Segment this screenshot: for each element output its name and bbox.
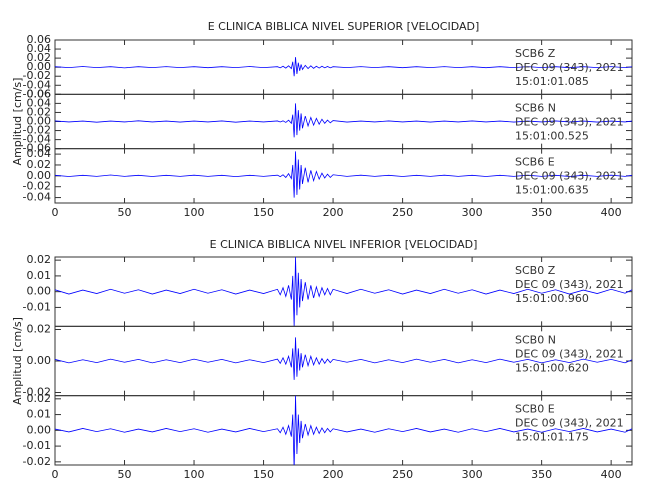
y-tick-label: 0.00 bbox=[27, 354, 52, 367]
y-tick-label: -0.01 bbox=[23, 300, 51, 313]
x-tick-label: 200 bbox=[323, 468, 344, 481]
trace bbox=[55, 337, 632, 380]
y-tick-label: 0.04 bbox=[27, 147, 52, 160]
trace-time: 15:01:00.525 bbox=[515, 129, 589, 142]
x-tick-label: 150 bbox=[253, 468, 274, 481]
trace-label: SCB6 N bbox=[515, 101, 556, 114]
y-tick-label: 0.00 bbox=[27, 60, 52, 73]
y-tick-label: 0.02 bbox=[27, 392, 52, 405]
x-tick-label: 0 bbox=[52, 468, 59, 481]
y-tick-label: 0.04 bbox=[27, 96, 52, 109]
x-tick-label: 300 bbox=[462, 206, 483, 219]
x-tick-label: 100 bbox=[184, 468, 205, 481]
trace bbox=[55, 151, 632, 198]
y-tick-label: 0.04 bbox=[27, 42, 52, 55]
trace-date: DEC 09 (343), 2021 bbox=[515, 61, 624, 74]
y-tick-label: 0.00 bbox=[27, 169, 52, 182]
trace-date: DEC 09 (343), 2021 bbox=[515, 170, 624, 183]
y-tick-label: -0.02 bbox=[23, 124, 51, 137]
trace-label: SCB0 N bbox=[515, 333, 556, 346]
trace bbox=[55, 395, 632, 465]
trace-time: 15:01:00.620 bbox=[515, 361, 589, 374]
x-tick-label: 150 bbox=[253, 206, 274, 219]
trace-time: 15:01:01.085 bbox=[515, 75, 589, 88]
x-tick-label: 250 bbox=[392, 468, 413, 481]
y-tick-label: 0.00 bbox=[27, 423, 52, 436]
trace-time: 15:01:00.635 bbox=[515, 184, 589, 197]
y-tick-label: -0.02 bbox=[23, 455, 51, 468]
x-tick-label: 50 bbox=[118, 206, 132, 219]
x-tick-label: 250 bbox=[392, 206, 413, 219]
y-tick-label: 0.01 bbox=[27, 269, 52, 282]
x-tick-label: 400 bbox=[601, 206, 622, 219]
x-tick-label: 200 bbox=[323, 206, 344, 219]
y-tick-label: -0.02 bbox=[23, 180, 51, 193]
x-tick-label: 300 bbox=[462, 468, 483, 481]
x-tick-label: 350 bbox=[531, 468, 552, 481]
y-axis-label: Amplitud [cm/s] bbox=[11, 78, 24, 166]
x-tick-label: 350 bbox=[531, 206, 552, 219]
y-tick-label: 0.06 bbox=[27, 87, 52, 100]
x-tick-label: 50 bbox=[118, 468, 132, 481]
y-tick-label: 0.00 bbox=[27, 115, 52, 128]
trace-date: DEC 09 (343), 2021 bbox=[515, 278, 624, 291]
trace-label: SCB6 Z bbox=[515, 47, 556, 60]
y-tick-label: -0.02 bbox=[23, 386, 51, 399]
trace-time: 15:01:00.960 bbox=[515, 292, 589, 305]
y-tick-label: -0.04 bbox=[23, 78, 51, 91]
x-tick-label: 0 bbox=[52, 206, 59, 219]
y-tick-label: -0.04 bbox=[23, 133, 51, 146]
y-tick-label: -0.04 bbox=[23, 191, 51, 204]
y-tick-label: 0.02 bbox=[27, 51, 52, 64]
y-tick-label: 0.02 bbox=[27, 105, 52, 118]
y-tick-label: -0.02 bbox=[23, 69, 51, 82]
trace-date: DEC 09 (343), 2021 bbox=[515, 115, 624, 128]
trace bbox=[55, 103, 632, 138]
trace-label: SCB0 E bbox=[515, 403, 555, 416]
trace-date: DEC 09 (343), 2021 bbox=[515, 417, 624, 430]
y-tick-label: 0.06 bbox=[27, 33, 52, 46]
y-tick-label: 0.02 bbox=[27, 253, 52, 266]
y-tick-label: -0.01 bbox=[23, 439, 51, 452]
y-axis-label: Amplitud [cm/s] bbox=[11, 317, 24, 405]
trace-time: 15:01:01.175 bbox=[515, 431, 589, 444]
trace-label: SCB0 Z bbox=[515, 264, 556, 277]
y-tick-label: -0.06 bbox=[23, 142, 51, 155]
x-tick-label: 400 bbox=[601, 468, 622, 481]
trace-label: SCB6 E bbox=[515, 156, 555, 169]
y-tick-label: 0.00 bbox=[27, 285, 52, 298]
trace bbox=[55, 257, 632, 327]
chart-title: E CLINICA BIBLICA NIVEL SUPERIOR [VELOCI… bbox=[208, 20, 480, 33]
y-tick-label: 0.02 bbox=[27, 322, 52, 335]
trace bbox=[55, 57, 632, 77]
y-tick-label: 0.02 bbox=[27, 158, 52, 171]
y-tick-label: 0.01 bbox=[27, 408, 52, 421]
trace-date: DEC 09 (343), 2021 bbox=[515, 347, 624, 360]
x-tick-label: 100 bbox=[184, 206, 205, 219]
chart-title: E CLINICA BIBLICA NIVEL INFERIOR [VELOCI… bbox=[210, 238, 478, 251]
y-tick-label: -0.06 bbox=[23, 87, 51, 100]
